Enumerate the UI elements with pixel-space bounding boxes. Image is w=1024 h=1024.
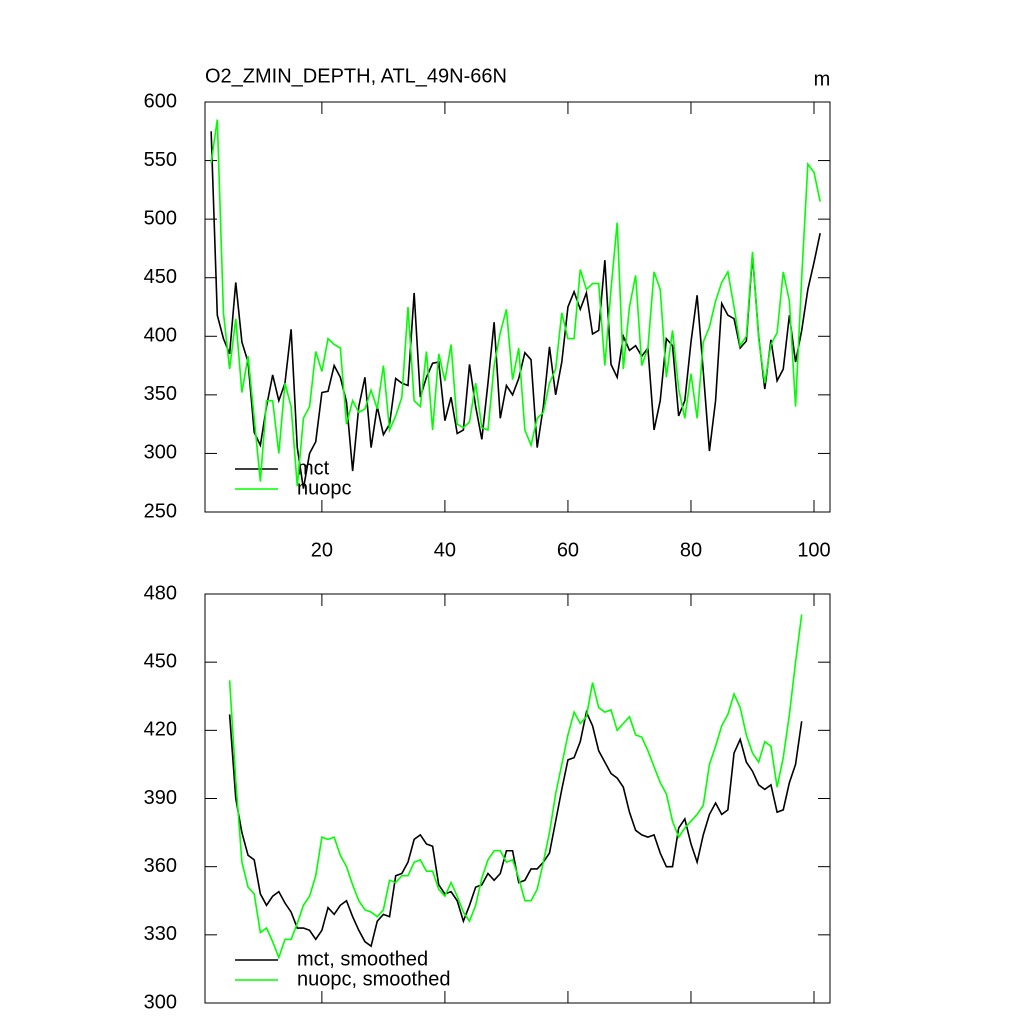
y-tick-label: 330	[144, 923, 177, 945]
plot-frame	[204, 101, 831, 513]
x-tick-label: 100	[797, 539, 830, 561]
y-tick-label: 420	[144, 719, 177, 741]
y-tick-label: 360	[144, 855, 177, 877]
units-label: m	[814, 68, 831, 90]
legend-label: mct	[297, 457, 330, 479]
series-line	[210, 119, 821, 487]
y-tick-label: 450	[144, 650, 177, 672]
plot-frame	[204, 593, 831, 1004]
y-tick-label: 250	[144, 500, 177, 522]
y-tick-label: 390	[144, 787, 177, 809]
y-tick-label: 350	[144, 383, 177, 405]
x-tick-label: 20	[311, 539, 333, 561]
x-tick-label: 40	[434, 539, 456, 561]
series-line	[228, 614, 803, 960]
y-tick-label: 480	[144, 582, 177, 604]
y-tick-label: 450	[144, 266, 177, 288]
y-tick-label: 600	[144, 90, 177, 112]
legend-label: nuopc	[297, 477, 352, 499]
series-line	[210, 131, 821, 489]
x-tick-label: 60	[557, 539, 579, 561]
y-tick-label: 500	[144, 207, 177, 229]
legend-label: nuopc, smoothed	[297, 968, 450, 990]
y-tick-label: 400	[144, 325, 177, 347]
x-tick-label: 80	[680, 539, 702, 561]
y-tick-label: 300	[144, 991, 177, 1013]
y-tick-label: 300	[144, 442, 177, 464]
legend-label: mct, smoothed	[297, 948, 428, 970]
y-tick-label: 550	[144, 149, 177, 171]
chart-title: O2_ZMIN_DEPTH, ATL_49N-66N	[205, 65, 507, 87]
